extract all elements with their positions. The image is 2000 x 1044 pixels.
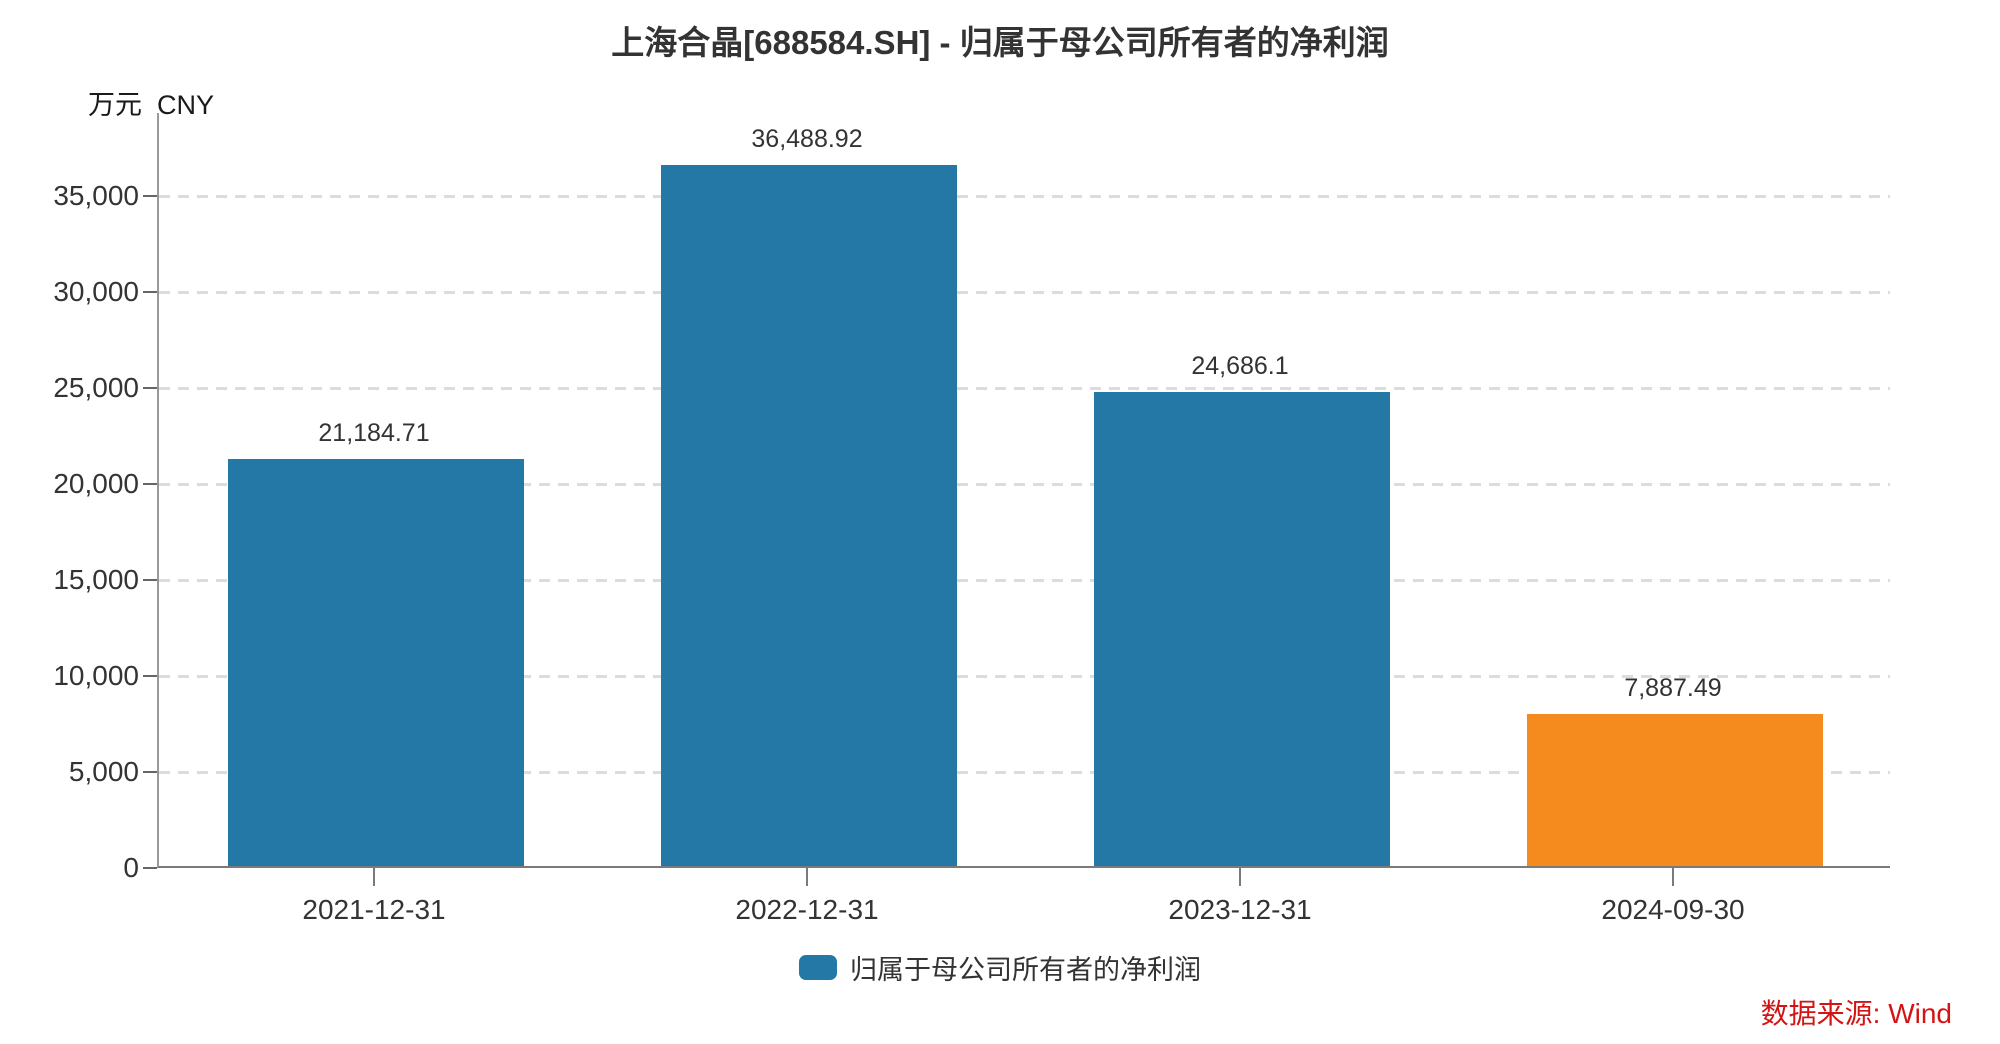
y-tick-label: 30,000	[53, 276, 139, 307]
bar-2023-12-31[interactable]	[1094, 392, 1390, 866]
y-tick-label: 35,000	[53, 180, 139, 211]
gridline	[159, 195, 1890, 198]
bar-2021-12-31[interactable]	[228, 459, 524, 866]
x-axis-tick	[806, 868, 808, 886]
y-tick-label: 0	[123, 852, 139, 883]
y-axis-tick	[143, 291, 157, 293]
x-axis-tick	[373, 868, 375, 886]
y-tick-label: 20,000	[53, 468, 139, 499]
data-source-label: 数据来源: Wind	[1760, 998, 1952, 1029]
gridline	[159, 387, 1890, 390]
plot-area	[157, 113, 1890, 868]
x-axis-tick	[1239, 868, 1241, 886]
legend: 归属于母公司所有者的净利润	[0, 948, 2000, 987]
legend-label: 归属于母公司所有者的净利润	[850, 955, 1201, 985]
x-tick-label: 2024-09-30	[1601, 894, 1745, 925]
gridline	[159, 483, 1890, 486]
legend-item[interactable]: 归属于母公司所有者的净利润	[799, 948, 1201, 987]
gridline	[159, 675, 1890, 678]
y-axis-tick	[143, 579, 157, 581]
x-tick-label: 2021-12-31	[302, 894, 446, 925]
bar-2024-09-30[interactable]	[1527, 714, 1823, 866]
y-tick-label: 15,000	[53, 564, 139, 595]
y-axis-unit-label: 万元 CNY	[88, 90, 215, 120]
legend-swatch	[799, 955, 837, 980]
bar-value-label: 24,686.1	[1191, 352, 1289, 380]
gridline	[159, 771, 1890, 774]
bar-value-label: 7,887.49	[1624, 674, 1722, 702]
y-tick-label: 10,000	[53, 660, 139, 691]
x-tick-label: 2023-12-31	[1168, 894, 1312, 925]
x-tick-label: 2022-12-31	[735, 894, 879, 925]
y-tick-label: 5,000	[68, 756, 139, 787]
y-axis-tick	[143, 771, 157, 773]
bar-2022-12-31[interactable]	[661, 165, 957, 866]
y-tick-label: 25,000	[53, 372, 139, 403]
y-axis-tick	[143, 483, 157, 485]
y-axis-tick	[143, 387, 157, 389]
bar-value-label: 21,184.71	[318, 419, 430, 447]
gridline	[159, 291, 1890, 294]
chart-title: 上海合晶[688584.SH] - 归属于母公司所有者的净利润	[611, 24, 1389, 61]
y-axis-tick	[143, 195, 157, 197]
y-axis-tick	[143, 675, 157, 677]
gridline	[159, 579, 1890, 582]
y-axis-tick	[143, 867, 157, 869]
bar-value-label: 36,488.92	[751, 125, 863, 153]
x-axis-tick	[1672, 868, 1674, 886]
